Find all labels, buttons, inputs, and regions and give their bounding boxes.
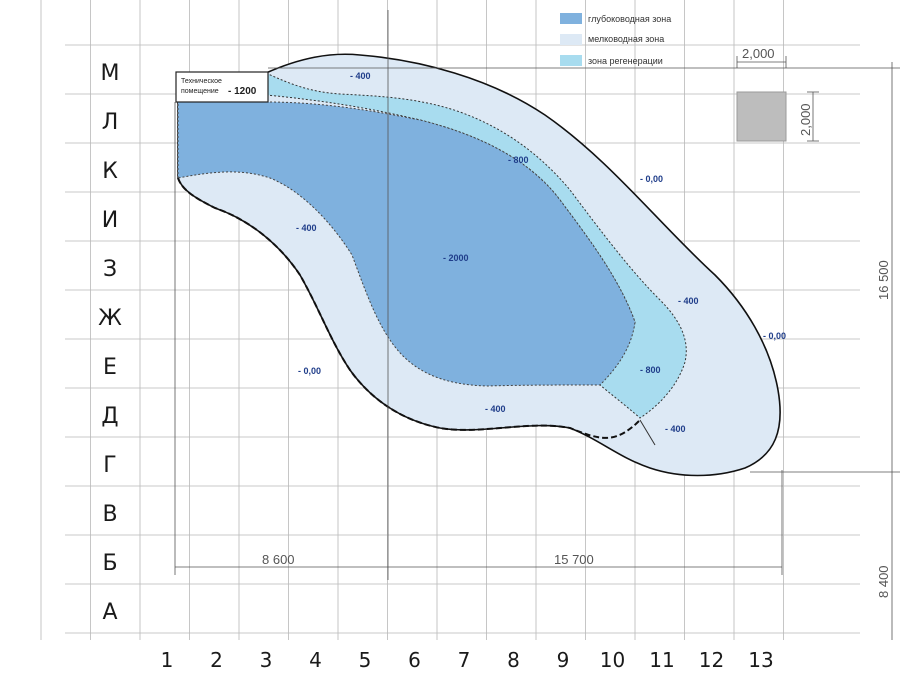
row-label: Д — [101, 404, 118, 429]
row-label: Е — [103, 355, 117, 380]
reference-square: 2,000 2,000 — [736, 46, 819, 142]
row-label: З — [103, 257, 117, 282]
depth-top-400: - 400 — [350, 71, 371, 81]
depth-low-800: - 800 — [640, 365, 661, 375]
row-label: М — [101, 61, 120, 86]
row-label: И — [102, 208, 118, 233]
width-left-dim: 8 600 — [262, 552, 295, 567]
col-label: 11 — [649, 648, 674, 672]
col-label: 7 — [458, 648, 471, 672]
legend: глубоководная зона мелководная зона зона… — [560, 13, 671, 66]
row-label: К — [102, 159, 118, 184]
depth-ne-000: - 0,00 — [640, 174, 663, 184]
col-label: 13 — [748, 648, 773, 672]
legend-label-regen: зона регенерации — [588, 56, 663, 66]
row-label: В — [102, 502, 117, 527]
shoreline-dashed — [177, 177, 641, 439]
legend-swatch-shallow — [560, 34, 582, 45]
col-label: 2 — [210, 648, 223, 672]
depth-l-400: - 400 — [296, 223, 317, 233]
square-height-dim: 2,000 — [798, 103, 813, 136]
legend-label-shallow: мелководная зона — [588, 34, 664, 44]
legend-swatch-regen — [560, 55, 582, 66]
col-label: 1 — [161, 648, 174, 672]
row-label: Л — [102, 110, 119, 135]
col-labels: 1 2 3 4 5 6 7 8 9 10 11 12 13 — [161, 648, 774, 672]
technical-room: Техническое помещение - 1200 — [175, 71, 269, 103]
row-label: А — [102, 600, 117, 625]
depth-bottom-400: - 400 — [485, 404, 506, 414]
depth-mid-800: - 800 — [508, 155, 529, 165]
col-label: 6 — [408, 648, 421, 672]
pond-zones — [177, 53, 781, 477]
square-width-dim: 2,000 — [742, 46, 775, 61]
depth-labels: - 400 - 0,00 - 400 - 800 - 2000 - 400 - … — [296, 71, 786, 434]
row-label: Г — [103, 453, 116, 478]
deep-zone — [177, 101, 636, 387]
height-lower-dim: 8 400 — [876, 565, 891, 598]
width-right-dim: 15 700 — [554, 552, 594, 567]
depth-deep-2000: - 2000 — [443, 253, 469, 263]
tech-room-line1: Техническое — [181, 78, 222, 85]
col-label: 3 — [260, 648, 273, 672]
height-main-dim: 16 500 — [876, 260, 891, 300]
depth-right-400: - 400 — [678, 296, 699, 306]
row-label: Ж — [98, 306, 122, 331]
legend-swatch-deep — [560, 13, 582, 24]
col-label: 9 — [557, 648, 570, 672]
col-label: 10 — [600, 648, 625, 672]
dimension-lines: 8 600 15 700 16 500 8 400 — [174, 10, 900, 640]
col-label: 4 — [309, 648, 322, 672]
col-label: 8 — [507, 648, 520, 672]
col-label: 12 — [699, 648, 724, 672]
tech-room-line2: помещение — [181, 88, 219, 95]
legend-label-deep: глубоководная зона — [588, 14, 671, 24]
depth-low-400: - 400 — [665, 424, 686, 434]
depth-left-000: - 0,00 — [298, 366, 321, 376]
row-label: Б — [102, 551, 117, 576]
depth-right-000: - 0,00 — [763, 331, 786, 341]
outlet-stroke — [639, 419, 656, 446]
col-label: 5 — [359, 648, 372, 672]
tech-room-depth: - 1200 — [228, 86, 257, 97]
